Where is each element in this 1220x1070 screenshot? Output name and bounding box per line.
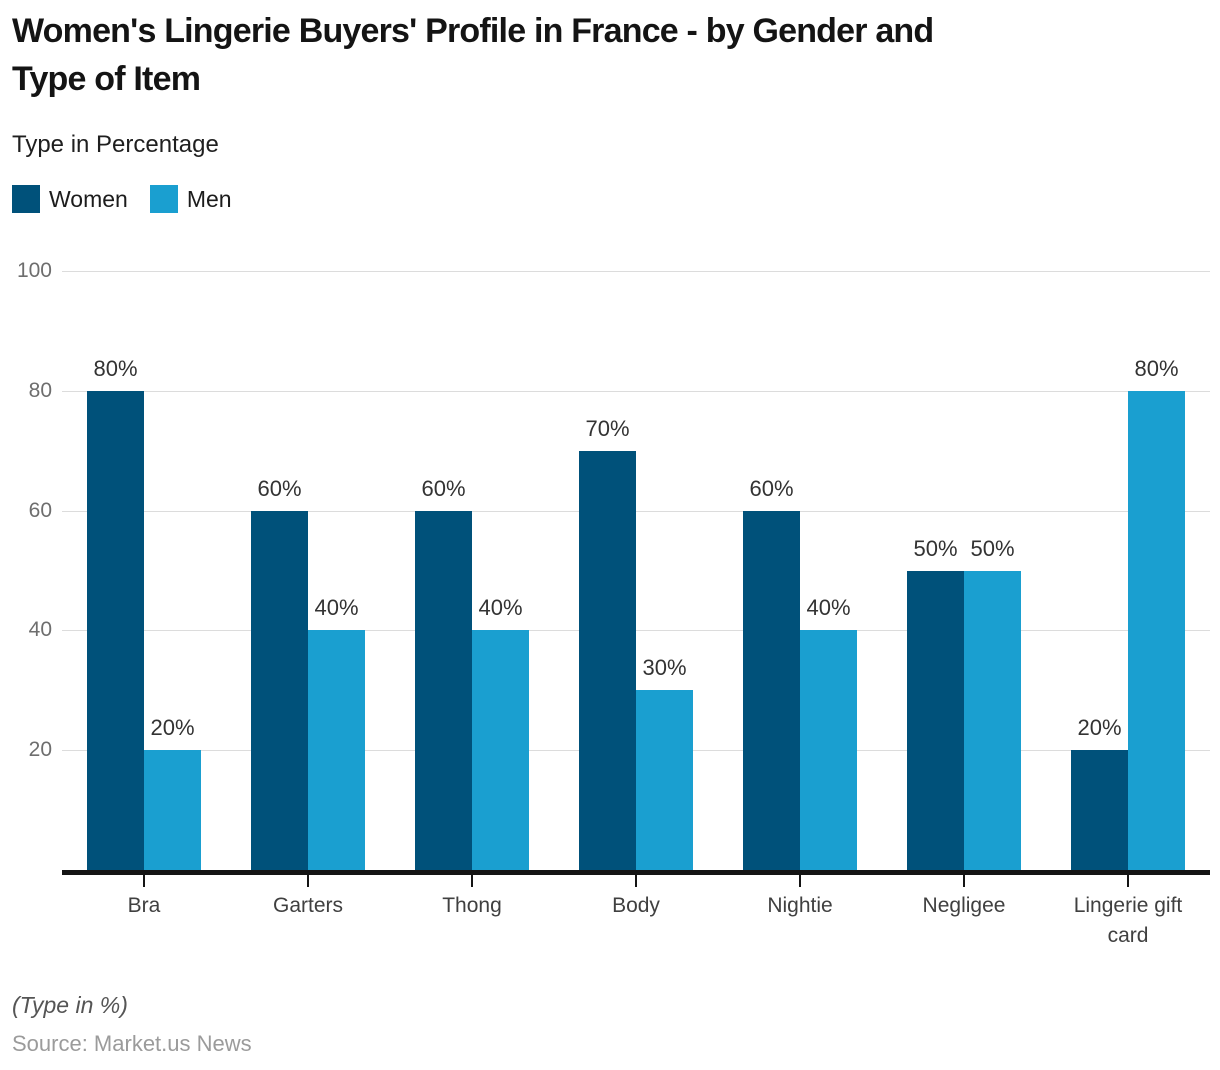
page-title: Women's Lingerie Buyers' Profile in Fran… — [12, 8, 1202, 103]
x-axis-tick-bra — [143, 875, 145, 887]
gridline-40 — [62, 630, 1210, 632]
bar-men-body — [636, 690, 693, 870]
bar-men-bra — [144, 750, 201, 870]
bar-men-nightie — [800, 630, 857, 870]
value-label-women-garters: 60% — [257, 475, 302, 501]
bar-men-garters — [308, 630, 365, 870]
y-axis-tick-label-80: 80 — [28, 378, 52, 402]
y-axis-tick-label-40: 40 — [28, 618, 52, 642]
value-label-men-lingerie-gift-card: 80% — [1134, 355, 1179, 381]
legend-label-women: Women — [49, 185, 128, 212]
source-credit: Source: Market.us News — [12, 1031, 252, 1056]
footnote: (Type in %) — [12, 992, 128, 1018]
x-axis-label-garters: Garters — [272, 894, 343, 917]
bar-women-lingerie-gift-card — [1071, 750, 1128, 870]
value-label-women-lingerie-gift-card: 20% — [1077, 715, 1122, 741]
y-axis-tick-label-100: 100 — [16, 259, 52, 282]
page-title-line2: Type of Item — [12, 59, 201, 98]
x-axis-tick-negligee — [963, 875, 965, 887]
bar-women-negligee — [907, 570, 964, 870]
value-label-women-nightie: 60% — [749, 475, 794, 501]
x-axis-tick-nightie — [799, 875, 801, 887]
value-label-women-thong: 60% — [421, 475, 466, 501]
bar-women-garters — [251, 510, 308, 870]
x-axis-line — [62, 870, 1210, 875]
x-axis-tick-lingerie-gift-card — [1127, 875, 1129, 887]
chart-legend: Women Men — [12, 185, 232, 213]
chart-subtitle: Type in Percentage — [12, 131, 219, 158]
y-axis-tick-label-60: 60 — [28, 498, 52, 522]
page-title-line1: Women's Lingerie Buyers' Profile in Fran… — [12, 12, 934, 50]
x-axis-label-thong: Thong — [442, 894, 502, 917]
value-label-men-negligee: 50% — [970, 535, 1015, 561]
bar-women-nightie — [743, 510, 800, 870]
value-label-men-nightie: 40% — [806, 595, 851, 621]
x-axis-label-body: Body — [612, 894, 660, 917]
plot-area: 80% 20% 60% 40% 60% 40% 70% 30% 60% 40% 50% 50% 20% 8… — [62, 271, 1210, 870]
x-axis-tick-body — [635, 875, 637, 887]
y-axis-tick-label-20: 20 — [28, 738, 52, 762]
legend-item-women: Women — [12, 185, 128, 213]
value-label-men-thong: 40% — [478, 595, 523, 621]
gridline-100 — [62, 271, 1210, 272]
value-label-women-negligee: 50% — [913, 535, 958, 561]
value-label-men-bra: 20% — [150, 715, 195, 741]
legend-item-men: Men — [149, 185, 232, 213]
bar-women-bra — [87, 390, 144, 870]
legend-swatch-women — [12, 185, 40, 213]
gridline-80 — [62, 390, 1210, 392]
legend-swatch-men — [149, 185, 178, 213]
x-axis-label-bra: Bra — [127, 894, 161, 917]
bar-women-thong — [415, 510, 472, 870]
x-axis-tick-thong — [471, 875, 473, 887]
x-axis-tick-garters — [307, 875, 309, 887]
x-axis-label-lingerie-gift-card: Lingerie gift card — [1073, 894, 1183, 948]
bar-men-negligee — [964, 570, 1021, 870]
value-label-women-body: 70% — [585, 415, 630, 441]
value-label-men-garters: 40% — [314, 595, 359, 621]
bar-men-lingerie-gift-card — [1128, 390, 1185, 870]
x-axis-label-nightie: Nightie — [767, 894, 833, 917]
legend-label-men: Men — [186, 185, 232, 212]
bar-women-body — [579, 450, 636, 870]
x-axis-label-negligee: Negligee — [922, 894, 1006, 917]
bar-men-thong — [472, 630, 529, 870]
value-label-men-body: 30% — [642, 655, 687, 681]
value-label-women-bra: 80% — [93, 355, 138, 381]
gridline-60 — [62, 510, 1210, 512]
